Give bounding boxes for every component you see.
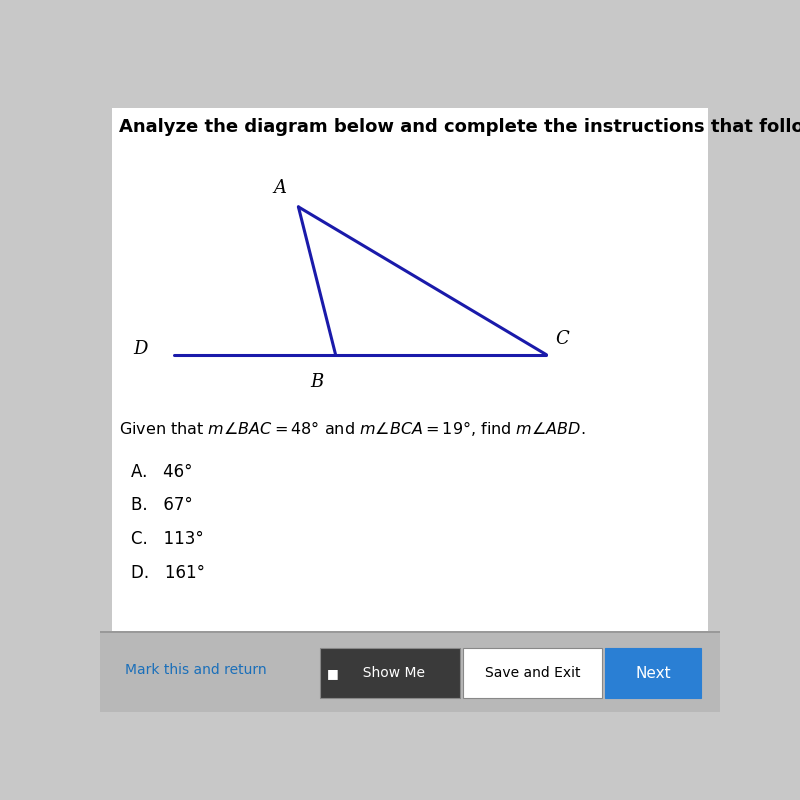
FancyBboxPatch shape bbox=[462, 648, 602, 698]
Text: Mark this and return: Mark this and return bbox=[125, 663, 266, 677]
Text: Show Me: Show Me bbox=[354, 666, 426, 680]
Text: D.   161°: D. 161° bbox=[131, 564, 205, 582]
Text: B.   67°: B. 67° bbox=[131, 496, 193, 514]
Text: Next: Next bbox=[635, 666, 671, 681]
Text: C.   113°: C. 113° bbox=[131, 530, 204, 548]
FancyBboxPatch shape bbox=[112, 108, 708, 638]
Text: D: D bbox=[133, 339, 147, 358]
Text: Given that $m\angle BAC = 48°$ and $m\angle BCA = 19°$, find $m\angle ABD$.: Given that $m\angle BAC = 48°$ and $m\an… bbox=[118, 419, 585, 438]
Text: ■: ■ bbox=[326, 666, 338, 680]
Text: C: C bbox=[555, 330, 569, 348]
FancyBboxPatch shape bbox=[100, 632, 720, 712]
Text: Analyze the diagram below and complete the instructions that follow.: Analyze the diagram below and complete t… bbox=[118, 118, 800, 135]
FancyBboxPatch shape bbox=[320, 648, 459, 698]
Text: B: B bbox=[310, 374, 324, 391]
Text: Save and Exit: Save and Exit bbox=[485, 666, 580, 680]
FancyBboxPatch shape bbox=[606, 648, 702, 698]
FancyBboxPatch shape bbox=[100, 631, 720, 633]
Text: A.   46°: A. 46° bbox=[131, 462, 193, 481]
Text: A: A bbox=[274, 179, 286, 198]
